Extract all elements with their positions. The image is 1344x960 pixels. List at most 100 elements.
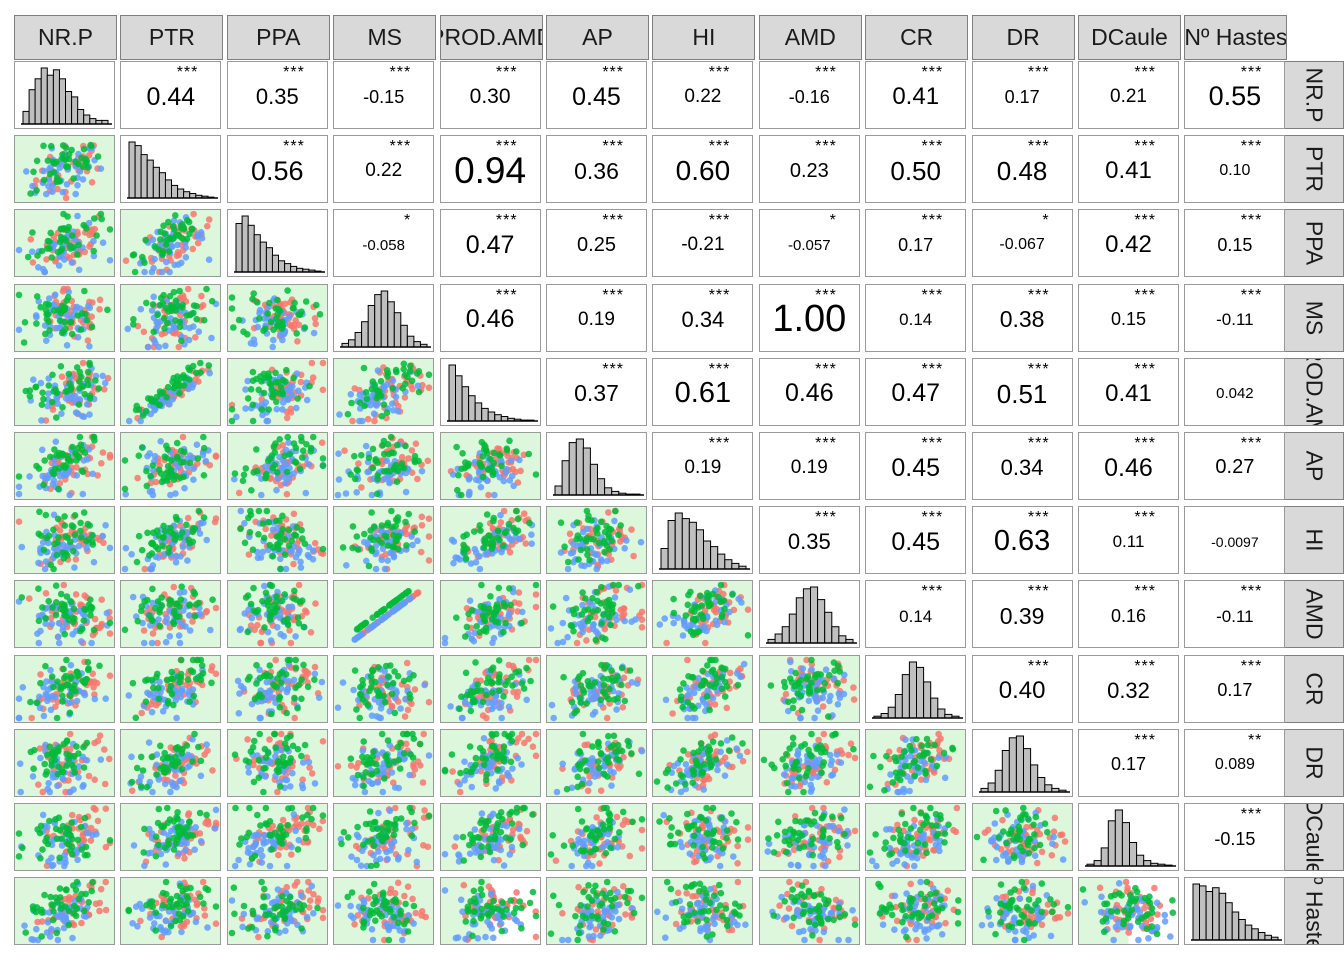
scatter-point bbox=[146, 552, 153, 559]
scatter-point bbox=[635, 583, 642, 590]
histogram-bar bbox=[474, 402, 482, 422]
scatter-point bbox=[149, 562, 157, 569]
histogram-ppa bbox=[226, 209, 328, 278]
scatter-point bbox=[473, 687, 480, 694]
scatter-point bbox=[309, 547, 317, 554]
scatter-point bbox=[462, 555, 469, 563]
scatter-point bbox=[180, 543, 187, 551]
scatter-point bbox=[209, 766, 217, 774]
scatter-point bbox=[96, 624, 103, 632]
scatter-point bbox=[630, 552, 637, 560]
significance-stars: *** bbox=[708, 64, 731, 81]
corr-ptr-dr: 0.48 *** bbox=[971, 135, 1073, 204]
scatter-point bbox=[319, 386, 326, 393]
scatter-point bbox=[200, 301, 207, 309]
scatter-point bbox=[462, 531, 470, 539]
scatter-point bbox=[424, 457, 432, 465]
scatter-point bbox=[171, 536, 179, 544]
scatter-point bbox=[304, 683, 312, 690]
scatter-point bbox=[39, 604, 46, 612]
scatter-point bbox=[604, 557, 611, 565]
scatter-point bbox=[825, 671, 833, 679]
scatter-point bbox=[712, 700, 719, 708]
scatter-point bbox=[172, 772, 180, 779]
scatter-point bbox=[47, 143, 55, 150]
scatter-ap-prod-amd bbox=[439, 432, 541, 500]
scatter-point bbox=[106, 619, 114, 627]
scatter-point bbox=[710, 694, 717, 702]
scatter-point bbox=[273, 469, 281, 476]
correlation-value: 0.16 bbox=[1110, 605, 1147, 626]
scatter-point bbox=[476, 522, 483, 529]
scatter-amd-hi bbox=[652, 580, 754, 649]
correlation-value: 0.22 bbox=[684, 85, 722, 107]
scatter-point bbox=[142, 236, 150, 244]
scatter-point bbox=[244, 628, 251, 636]
significance-stars: *** bbox=[389, 64, 412, 81]
histogram-bar bbox=[795, 597, 804, 644]
scatter-point bbox=[134, 764, 141, 772]
scatter-point bbox=[26, 595, 33, 603]
scatter-point bbox=[502, 465, 510, 473]
scatter-point bbox=[292, 532, 300, 540]
scatter-point bbox=[789, 704, 797, 711]
scatter-point bbox=[290, 587, 298, 595]
scatter-point bbox=[42, 558, 50, 566]
scatter-point bbox=[209, 596, 217, 604]
scatter-point bbox=[57, 234, 65, 241]
scatter-point bbox=[515, 600, 523, 608]
scatter-point bbox=[57, 591, 65, 598]
scatter-point bbox=[394, 441, 401, 449]
scatter-point bbox=[286, 450, 293, 458]
scatter-point bbox=[150, 630, 157, 638]
corr-ptr-n-hastes: 0.10 *** bbox=[1184, 135, 1286, 204]
scatter-point bbox=[42, 615, 49, 622]
scatter-point bbox=[456, 556, 463, 563]
scatter-point bbox=[179, 529, 186, 536]
scatter-point bbox=[165, 219, 172, 226]
histogram-bar bbox=[177, 188, 185, 199]
scatter-point bbox=[248, 295, 256, 302]
scatter-point bbox=[272, 304, 279, 312]
scatter-point bbox=[294, 387, 302, 394]
scatter-point bbox=[561, 543, 568, 551]
histogram-bar bbox=[253, 234, 261, 273]
scatter-point bbox=[495, 670, 503, 678]
scatter-point bbox=[257, 714, 264, 721]
scatter-point bbox=[54, 539, 61, 547]
scatter-point bbox=[368, 509, 376, 516]
scatter-point bbox=[22, 387, 30, 395]
scatter-point bbox=[205, 361, 213, 369]
histogram-bar bbox=[487, 411, 495, 422]
scatter-point bbox=[195, 240, 202, 247]
scatter-point bbox=[703, 628, 711, 635]
scatter-point bbox=[288, 322, 295, 329]
scatter-point bbox=[170, 288, 178, 296]
scatter-point bbox=[50, 470, 58, 478]
scatter-point bbox=[152, 452, 159, 460]
scatter-point bbox=[406, 690, 414, 698]
scatter-point bbox=[335, 476, 343, 483]
scatter-point bbox=[425, 533, 433, 541]
scatter-point bbox=[275, 517, 283, 524]
scatter-point bbox=[389, 384, 397, 392]
scatter-point bbox=[241, 385, 249, 393]
significance-stars: *** bbox=[708, 435, 731, 452]
scatter-point bbox=[813, 686, 821, 694]
correlation-value: 0.34 bbox=[681, 306, 725, 332]
scatter-point bbox=[378, 412, 386, 420]
corr-hi-amd: 0.35 *** bbox=[758, 506, 860, 575]
scatter-point bbox=[608, 666, 615, 674]
scatter-point bbox=[57, 247, 65, 255]
scatter-point bbox=[163, 454, 171, 462]
scatter-point bbox=[106, 544, 114, 552]
scatter-point bbox=[83, 545, 90, 552]
scatter-point bbox=[65, 756, 73, 763]
scatter-point bbox=[805, 689, 813, 697]
scatter-point bbox=[94, 153, 102, 160]
scatter-point bbox=[250, 289, 257, 297]
scatter-point bbox=[208, 334, 216, 341]
scatter-point bbox=[45, 779, 52, 787]
scatter-point bbox=[29, 229, 36, 237]
scatter-dr-ppa bbox=[226, 728, 328, 797]
